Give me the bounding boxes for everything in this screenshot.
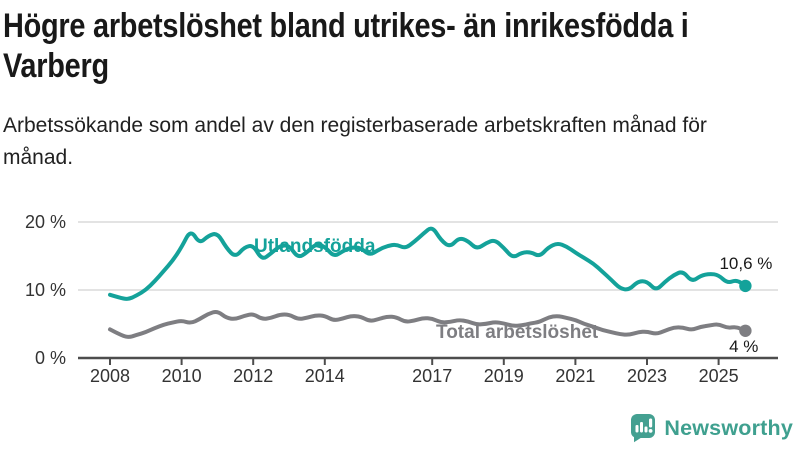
x-tick-label: 2008 <box>90 366 130 386</box>
brand-footer: Newsworthy <box>630 413 793 443</box>
x-tick-label: 2021 <box>555 366 595 386</box>
series-name-label: Utlandsfödda <box>254 236 376 257</box>
page-title: Högre arbetslöshet bland utrikes- än inr… <box>3 7 689 85</box>
series-name-label: Total arbetslöshet <box>436 322 599 343</box>
x-tick-label: 2019 <box>484 366 524 386</box>
y-tick-label: 20 % <box>25 212 66 232</box>
series-line-total <box>108 310 748 339</box>
y-tick-label: 10 % <box>25 280 66 300</box>
page-subtitle: Arbetssökande som andel av den registerb… <box>3 114 707 169</box>
series-line-utlandsfodda <box>108 226 748 301</box>
x-tick-label: 2010 <box>162 366 202 386</box>
x-tick-label: 2017 <box>412 366 452 386</box>
x-tick-label: 2025 <box>699 366 739 386</box>
newsworthy-logo-icon <box>631 414 656 443</box>
series-end-dot <box>739 279 752 293</box>
series-end-dot <box>739 324 752 337</box>
x-tick-label: 2012 <box>233 366 273 386</box>
x-tick-label: 2023 <box>627 366 667 386</box>
y-tick-label: 0 % <box>35 348 66 368</box>
brand-name: Newsworthy <box>664 415 793 440</box>
series-end-value-label: 10,6 % <box>719 254 772 273</box>
unemployment-line-chart: 2008 2010 2012 2014 2017 2019 2021 2023 2025 0 % 1… <box>25 212 778 386</box>
x-tick-label: 2014 <box>305 366 345 386</box>
series-end-value-label: 4 % <box>729 337 758 356</box>
